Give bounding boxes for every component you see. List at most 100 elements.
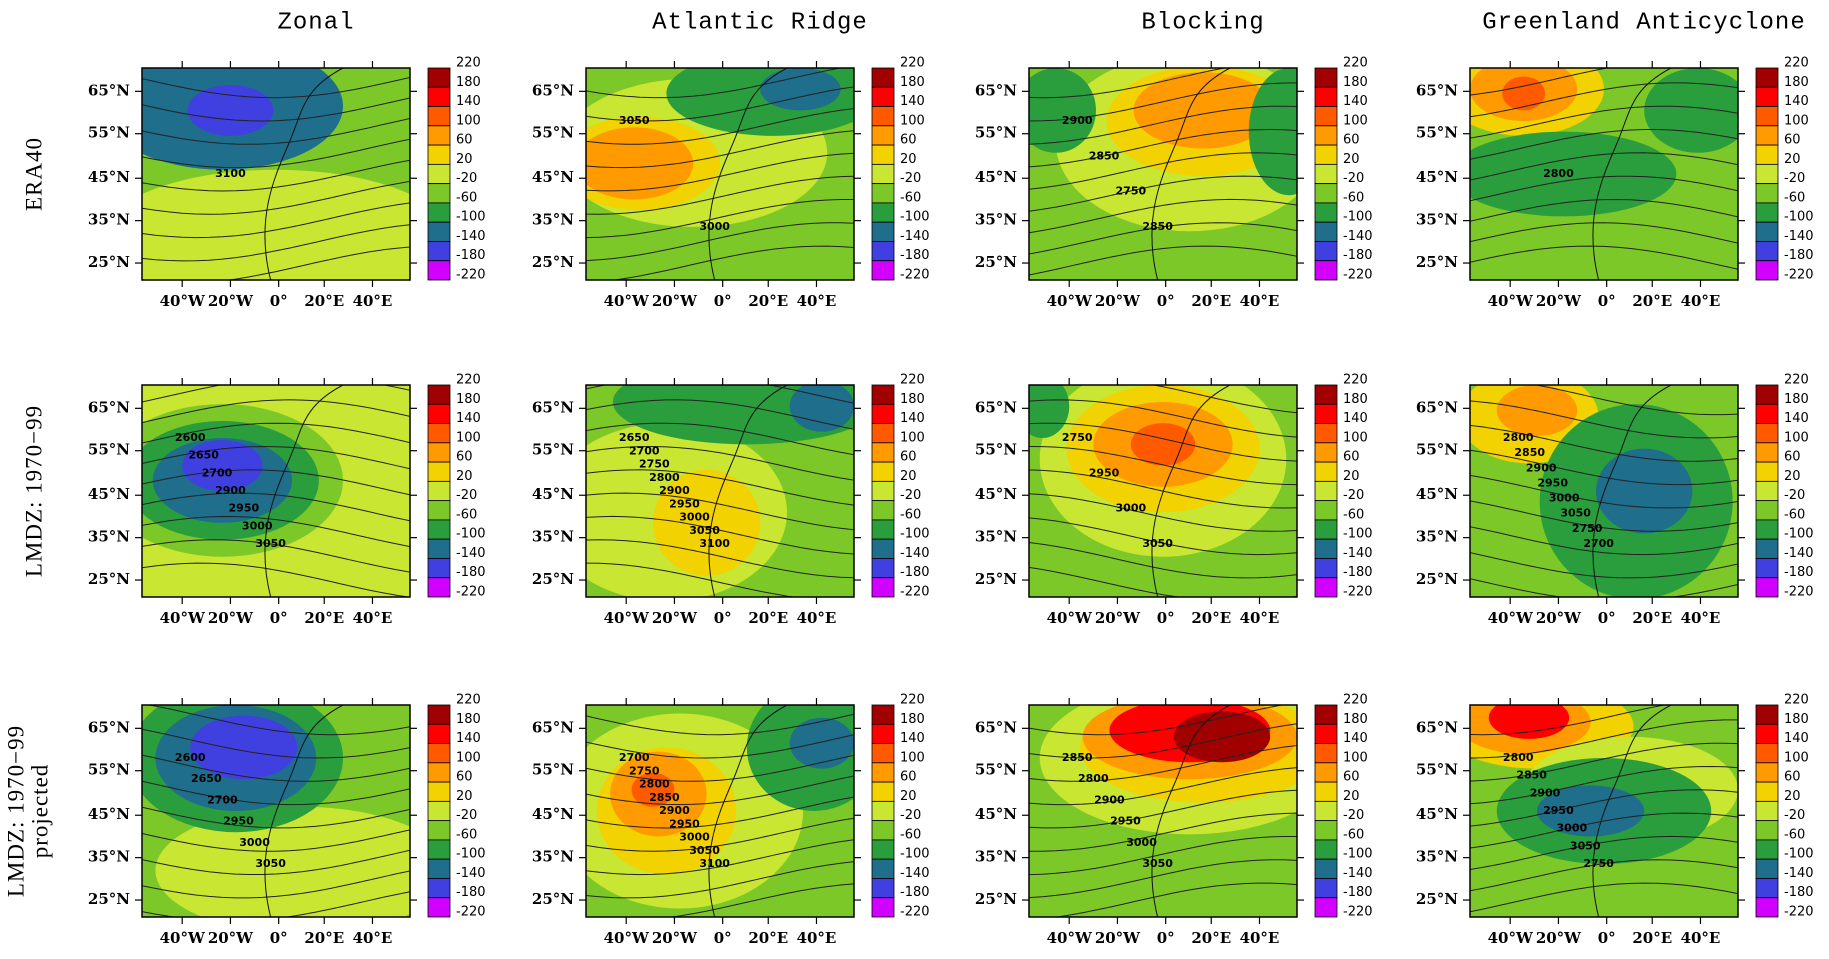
- contour-line: [1029, 517, 1297, 556]
- colorbar-box: [427, 839, 451, 860]
- colorbar-label: -220: [456, 905, 486, 920]
- lat-label: 55°N: [975, 124, 1017, 142]
- field-anomaly: [182, 440, 263, 491]
- contour-label: 2650: [188, 449, 219, 462]
- colorbar-label: 60: [456, 770, 473, 785]
- field-anomaly: [155, 806, 410, 917]
- colorbar-label: 140: [900, 731, 925, 746]
- colorbar-box: [1314, 519, 1338, 540]
- colorbar-label: 220: [900, 56, 925, 71]
- colorbar-label: 180: [456, 712, 481, 727]
- contour-line: [586, 734, 854, 759]
- lat-label: 65°N: [532, 718, 574, 736]
- map-panel: 3050 3000 65°N 55°N 45°N 35°N 25°N 40°W 20°W 0° 20…: [532, 56, 930, 311]
- colorbar-label: 180: [1343, 712, 1368, 727]
- contour-line: [1470, 105, 1738, 139]
- contour-label: 2900: [1094, 793, 1125, 806]
- field-anomaly: [1644, 68, 1738, 153]
- lat-label: 25°N: [1416, 570, 1458, 588]
- colorbar-label: 140: [456, 411, 481, 426]
- colorbar-box: [1755, 106, 1779, 127]
- map-field: [142, 385, 410, 597]
- contour-line: [1470, 222, 1738, 244]
- contour-line: [586, 199, 854, 239]
- colorbar-label: -140: [900, 229, 930, 244]
- colorbar-box: [871, 163, 895, 185]
- lat-label: 55°N: [88, 441, 130, 459]
- contour-label: 3100: [699, 857, 730, 870]
- colorbar-label: 60: [900, 133, 917, 148]
- lat-label: 65°N: [975, 398, 1017, 416]
- contour-line: [1029, 836, 1297, 876]
- colorbar-box: [1755, 163, 1779, 185]
- contour-line: [1029, 128, 1297, 168]
- contour-line: [1029, 705, 1285, 736]
- colorbar-box: [1755, 577, 1779, 598]
- lat-label: 35°N: [975, 211, 1017, 229]
- lon-label: 20°W: [1095, 609, 1141, 627]
- contour-label: 3000: [679, 831, 710, 844]
- lon-label: 0°: [1598, 292, 1616, 310]
- colorbar-box: [1314, 878, 1338, 899]
- map-field: [586, 385, 854, 597]
- contour-label: 2850: [1062, 751, 1093, 764]
- lon-label: 20°W: [208, 292, 254, 310]
- map-field: [142, 68, 410, 280]
- colorbar-box: [427, 241, 451, 262]
- contour-label: 3050: [1142, 857, 1173, 870]
- colorbar-label: 220: [1784, 693, 1809, 708]
- colorbar-label: 140: [456, 94, 481, 109]
- contour-line: [142, 728, 410, 759]
- map-frame: [585, 67, 855, 281]
- colorbar-label: 220: [456, 56, 481, 71]
- colorbar-label: -20: [900, 488, 921, 503]
- colorbar-label: -180: [900, 565, 930, 580]
- contour-label: 2800: [639, 778, 670, 791]
- lat-label: 35°N: [88, 848, 130, 866]
- colorbar-box: [871, 423, 895, 444]
- field-anomaly: [789, 717, 854, 769]
- contour-line: [586, 108, 854, 145]
- colorbar-box: [1755, 743, 1779, 764]
- contour-line: [1470, 812, 1738, 849]
- colorbar-box: [871, 558, 895, 579]
- colorbar-label: 60: [1343, 450, 1360, 465]
- contour-line: [142, 891, 410, 917]
- colorbar-box: [1314, 125, 1338, 146]
- contour-label: 2750: [1062, 431, 1093, 444]
- lon-label: 40°W: [160, 609, 206, 627]
- map-frame: [1028, 67, 1298, 281]
- map-frame: [1469, 67, 1739, 281]
- colorbar-label: -60: [1784, 507, 1805, 522]
- colorbar-label: -180: [1343, 565, 1373, 580]
- colorbar-label: 20: [1784, 789, 1801, 804]
- map-field: [586, 705, 854, 917]
- colorbar-label: -20: [456, 488, 477, 503]
- field-anomaly: [1029, 385, 1070, 438]
- map-panel: 2750 2950 3000 3050 65°N 55°N 45°N 35°N 25°N 40°W…: [975, 373, 1373, 628]
- colorbar-box: [871, 106, 895, 127]
- lat-label: 35°N: [532, 848, 574, 866]
- colorbar-label: -60: [1343, 827, 1364, 842]
- lat-label: 65°N: [532, 398, 574, 416]
- contour-label: 2900: [659, 804, 690, 817]
- colorbar-label: -140: [456, 229, 486, 244]
- colorbar-label: -60: [900, 507, 921, 522]
- lon-label: 40°W: [1488, 292, 1534, 310]
- contour-label: 2700: [202, 466, 233, 479]
- colorbar-box: [427, 800, 451, 822]
- contour-line: [142, 138, 410, 169]
- lon-label: 40°W: [1488, 929, 1534, 947]
- colorbar-box: [427, 897, 451, 918]
- lon-label: 40°E: [353, 292, 393, 310]
- field-anomaly: [1595, 448, 1693, 534]
- colorbar-label: 20: [456, 789, 473, 804]
- colorbar-label: -140: [900, 546, 930, 561]
- map-panel: 2600 2650 2700 2900 2950 3000 3050 65°N 55°N 45°N…: [88, 373, 486, 628]
- colorbar-label: 60: [1343, 133, 1360, 148]
- lat-label: 65°N: [1416, 398, 1458, 416]
- colorbar-box: [427, 704, 451, 725]
- lon-label: 40°E: [1681, 929, 1721, 947]
- lat-label: 25°N: [88, 570, 130, 588]
